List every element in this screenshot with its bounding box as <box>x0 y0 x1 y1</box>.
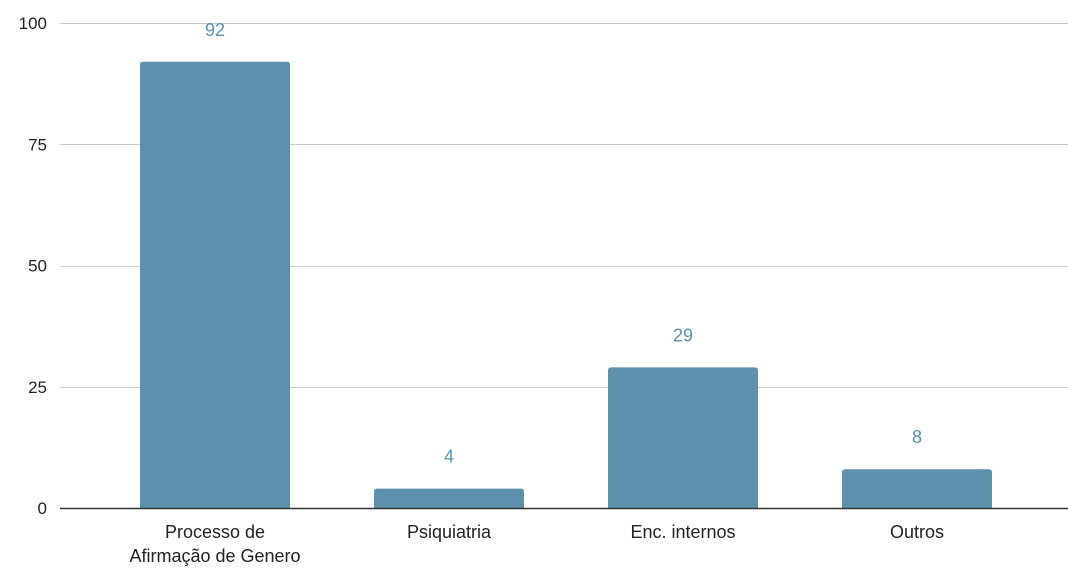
y-tick-label-100: 100 <box>19 14 47 33</box>
x-tick-label-1-0: Psiquiatria <box>407 522 492 542</box>
y-tick-label-50: 50 <box>28 257 47 276</box>
bar-0 <box>140 61 290 509</box>
x-tick-label-3-0: Outros <box>890 522 944 542</box>
x-tick-label-0-0: Processo de <box>165 522 265 542</box>
bar-1 <box>374 488 524 508</box>
data-label-3: 8 <box>912 427 922 447</box>
y-tick-label-25: 25 <box>28 378 47 397</box>
bars <box>140 61 992 509</box>
data-labels: 92 4 29 8 <box>205 20 922 467</box>
y-tick-label-0: 0 <box>38 499 47 518</box>
bar-2 <box>608 367 758 508</box>
data-label-1: 4 <box>444 447 454 467</box>
x-tick-label-0-1: Afirmação de Genero <box>129 546 300 566</box>
bar-3 <box>842 469 992 508</box>
data-label-2: 29 <box>673 325 693 345</box>
x-tick-label-2-0: Enc. internos <box>630 522 735 542</box>
y-tick-label-75: 75 <box>28 135 47 154</box>
data-label-0: 92 <box>205 20 225 40</box>
y-axis-ticks: 0 25 50 75 100 <box>19 14 47 518</box>
x-axis-ticks: Processo de Afirmação de Genero Psiquiatri… <box>129 522 944 566</box>
